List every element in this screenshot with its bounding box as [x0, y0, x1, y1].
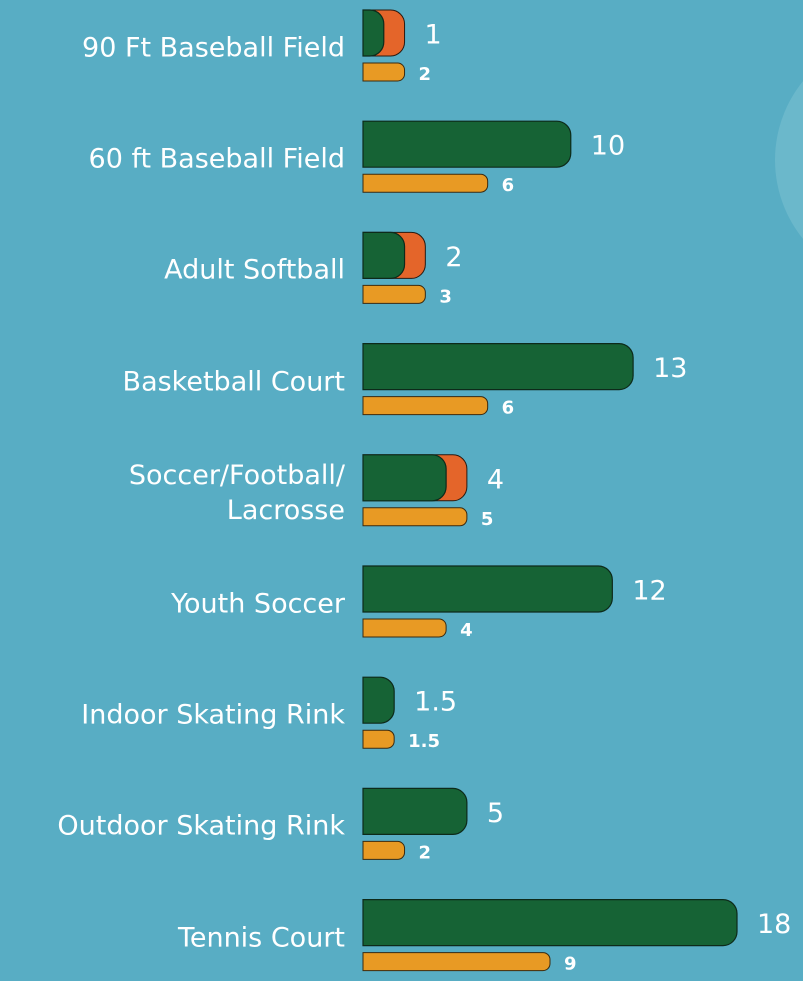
- bar: [362, 729, 395, 749]
- bar: [362, 676, 395, 724]
- bar: [362, 899, 738, 947]
- bar: [362, 618, 447, 638]
- value-label: 3: [439, 286, 452, 307]
- value-label: 6: [502, 175, 515, 196]
- category-label: Tennis Court: [177, 922, 345, 954]
- bar: [362, 565, 613, 613]
- value-label: 1.5: [408, 731, 440, 752]
- category-label: 60 ft Baseball Field: [88, 143, 345, 175]
- bar: [362, 62, 406, 82]
- bar: [362, 396, 489, 416]
- value-label: 13: [653, 353, 687, 384]
- value-label: 5: [487, 798, 504, 829]
- category-label: Adult Softball: [164, 254, 345, 286]
- category-label: Youth Soccer: [171, 588, 345, 620]
- value-label: 12: [632, 576, 666, 607]
- category-label: Indoor Skating Rink: [81, 699, 345, 731]
- value-label: 1.5: [414, 687, 457, 718]
- bar: [362, 231, 406, 279]
- category-label: 90 Ft Baseball Field: [82, 32, 345, 64]
- category-label: Soccer/Football/ Lacrosse: [128, 459, 345, 526]
- value-label: 18: [757, 909, 791, 940]
- bar: [362, 454, 447, 502]
- value-label: 5: [481, 509, 494, 530]
- bar: [362, 120, 572, 168]
- value-label: 2: [419, 842, 432, 863]
- value-label: 4: [460, 620, 473, 641]
- value-label: 4: [487, 464, 504, 495]
- category-label: Basketball Court: [122, 366, 345, 398]
- bar: [362, 507, 468, 527]
- bar: [362, 952, 551, 972]
- value-label: 2: [419, 64, 432, 85]
- value-label: 9: [564, 954, 577, 975]
- bar: [362, 787, 468, 835]
- bar: [362, 840, 406, 860]
- bar: [362, 284, 426, 304]
- category-label: Outdoor Skating Rink: [57, 810, 345, 842]
- value-label: 6: [502, 398, 515, 419]
- value-label: 10: [591, 131, 625, 162]
- bar: [362, 173, 489, 193]
- value-label: 2: [445, 242, 462, 273]
- bar: [362, 343, 634, 391]
- bar: [362, 9, 385, 57]
- value-label: 1: [425, 20, 442, 51]
- decor-circle: [775, 81, 803, 239]
